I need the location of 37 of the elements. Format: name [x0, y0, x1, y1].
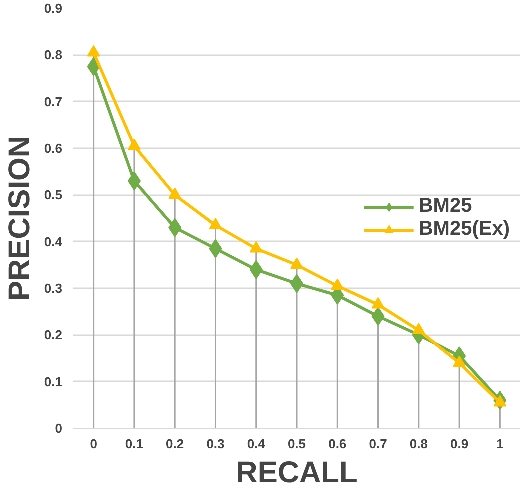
point	[331, 278, 344, 290]
x-tick-label: 0.2	[166, 436, 184, 452]
x-tick-label: 1	[496, 436, 504, 452]
point	[372, 307, 385, 326]
point	[168, 188, 182, 200]
point	[453, 356, 466, 368]
x-tick-label: 0.1	[125, 436, 144, 452]
x-tick-label: 0.8	[410, 436, 428, 452]
y-tick-label: 0.3	[44, 281, 63, 296]
x-tick-label: 0.7	[369, 436, 388, 452]
x-tick-label: 0.4	[247, 436, 266, 452]
point	[250, 241, 263, 253]
y-tick-label: 0.6	[44, 141, 63, 156]
legend-label: BM25	[418, 195, 472, 218]
y-tick-label: 0.4	[44, 234, 64, 250]
point	[412, 323, 426, 334]
point	[372, 297, 385, 309]
x-tick-label: 0.9	[450, 436, 469, 452]
y-tick-label: 0.2	[44, 328, 63, 343]
y-tick-label: 0.1	[44, 374, 63, 390]
y-tick-label: 0	[55, 421, 63, 436]
x-tick-label: 0.5	[288, 436, 306, 452]
point	[290, 258, 304, 270]
y-axis-title: PRECISION	[3, 136, 36, 302]
point	[87, 45, 100, 57]
legend-label: BM25(Ex)	[418, 218, 510, 241]
y-tick-label: 0.5	[44, 188, 63, 203]
point	[494, 395, 507, 407]
x-tick-label: 0.6	[328, 436, 347, 452]
point	[128, 138, 141, 150]
x-tick-label: 0	[90, 436, 98, 452]
y-tick-label: 0.7	[44, 94, 63, 110]
y-tick-label: 0.9	[44, 1, 63, 16]
y-tick-label: 0.8	[44, 48, 63, 63]
point	[209, 218, 222, 230]
x-tick-label: 0.3	[206, 436, 225, 452]
x-axis-title: RECALL	[236, 456, 358, 490]
